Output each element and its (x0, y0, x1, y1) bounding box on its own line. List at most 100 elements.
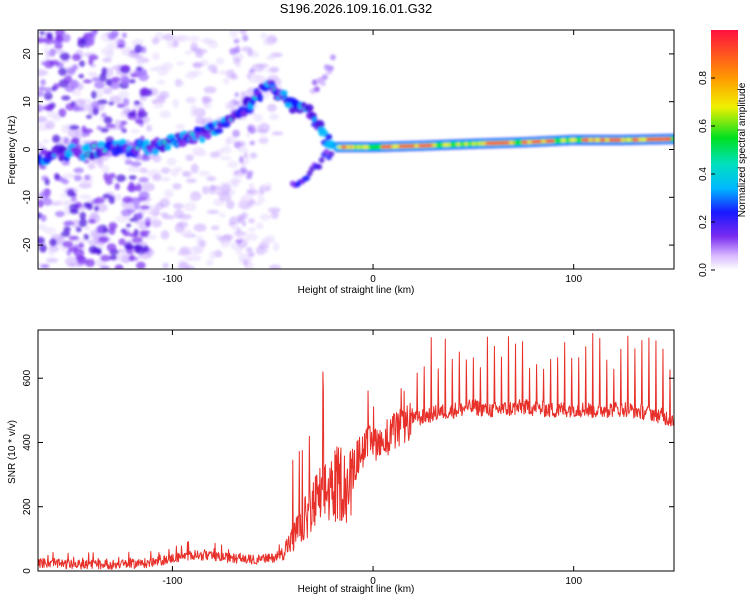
spectral-cell (215, 233, 222, 240)
spectral-cell (59, 52, 70, 61)
spectral-cell (141, 87, 149, 97)
spectral-cell (247, 125, 254, 133)
spectral-cell (235, 232, 244, 240)
snr-x-label: Height of straight line (km) (298, 584, 415, 595)
spectral-cell (667, 137, 672, 141)
spectral-cell (176, 61, 185, 66)
spectral-cell (163, 189, 174, 198)
spectral-cell (270, 211, 279, 219)
spectral-cell (114, 183, 120, 191)
spectral-cell (54, 34, 64, 43)
spectral-cell (155, 202, 165, 210)
spectral-cell (95, 225, 104, 234)
spectral-cell (103, 116, 113, 124)
snr-y-tick-label: 400 (22, 434, 33, 451)
spectral-cell (121, 255, 132, 264)
spectral-cell (356, 145, 362, 149)
spectral-cell (71, 53, 81, 62)
spectral-cell (604, 138, 610, 142)
spectral-cell (350, 145, 356, 149)
spectral-cell (231, 224, 239, 231)
spectrogram-x-tick-label: -100 (162, 274, 182, 285)
spectral-cell (249, 152, 258, 159)
spectral-cell (203, 104, 213, 109)
colorbar-tick-label: 0.0 (698, 263, 709, 277)
spectral-cell (38, 104, 43, 113)
spectral-cell (328, 150, 335, 157)
spectral-cell (89, 211, 99, 220)
spectral-cell (91, 90, 97, 99)
spectral-cell (588, 138, 594, 142)
spectral-cell (79, 60, 85, 68)
spectral-cell (98, 73, 107, 82)
spectral-cell (54, 172, 60, 180)
spectral-cell (243, 152, 249, 159)
spectral-cell (38, 223, 47, 231)
spectral-cell (73, 174, 82, 182)
spectral-cell (166, 157, 177, 166)
spectral-cell (124, 159, 133, 165)
spectral-cell (316, 163, 323, 170)
spectral-cell (233, 38, 240, 44)
spectral-cell (176, 80, 185, 87)
spectral-cell (78, 242, 85, 249)
spectral-cell (166, 246, 176, 252)
spectral-cell (620, 138, 626, 142)
spectral-cell (239, 201, 244, 208)
spectral-cell (261, 90, 271, 99)
spectral-cell (77, 255, 87, 265)
spectral-cell (100, 254, 111, 262)
spectral-cell (121, 77, 131, 85)
spectral-cell (476, 141, 482, 146)
spectral-cell (177, 250, 192, 256)
spectral-cell (38, 191, 50, 200)
spectral-cell (233, 170, 239, 175)
spectral-cell (239, 167, 248, 174)
snr-x-tick-label: -100 (162, 576, 182, 587)
spectral-cell (122, 97, 130, 107)
spectral-cell (43, 91, 53, 101)
spectrogram-x-label: Height of straight line (km) (298, 285, 415, 296)
colorbar-tick-label: 0.8 (698, 71, 709, 85)
spectral-cell (156, 94, 166, 104)
snr-frame (37, 329, 675, 572)
spectral-cell (271, 131, 284, 136)
snr-series-line (38, 333, 674, 570)
spectral-cell (130, 161, 142, 167)
spectral-cell (58, 67, 68, 76)
snr-panel: -100 0 100 0 200 400 600 Height of straight li… (7, 329, 675, 595)
spectral-cell (268, 207, 281, 213)
spectral-cell (108, 101, 115, 106)
spectral-cell (671, 136, 674, 142)
spectral-cell (106, 243, 117, 252)
spectral-cell (70, 196, 77, 202)
spectral-cell (96, 141, 106, 149)
spectral-cell (134, 69, 143, 76)
spectral-cell (242, 34, 249, 42)
spectral-cell (51, 115, 62, 121)
spectral-cell (152, 174, 162, 182)
spectral-cell (151, 148, 159, 156)
spectral-cell (48, 245, 60, 253)
spectral-cell (262, 38, 275, 46)
spectral-cell (75, 226, 82, 233)
spectral-cell (97, 99, 108, 105)
spectral-cell (209, 250, 216, 260)
spectral-cell (248, 251, 255, 258)
spectral-cell (526, 140, 532, 144)
spectral-cell (241, 141, 246, 148)
spectral-cell (82, 79, 93, 84)
spectral-cell (66, 67, 76, 76)
spectral-cell (102, 87, 113, 95)
spectral-cell (595, 138, 601, 142)
spectral-cell (199, 239, 207, 248)
spectral-cell (206, 175, 217, 182)
spectral-cell (256, 93, 264, 103)
spectral-cell (39, 165, 47, 170)
spectral-cell (318, 129, 329, 137)
spectral-cell (162, 140, 167, 145)
spectral-cell (327, 65, 334, 72)
spectral-cell (255, 222, 264, 230)
